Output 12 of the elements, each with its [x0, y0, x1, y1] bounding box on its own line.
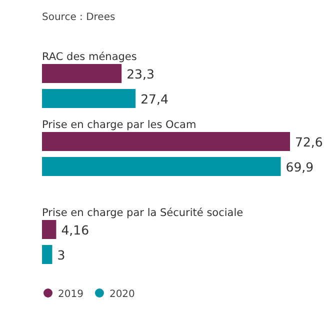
y-tick-label: Prise en charge par les Ocam [42, 119, 196, 131]
y-tick-label: RAC des ménages [42, 51, 137, 63]
source-note: Source : Drees [42, 12, 116, 23]
legend-label: 2020 [109, 289, 135, 300]
data-label: 72,6 [295, 134, 323, 150]
data-label: 27,4 [140, 92, 168, 106]
y-tick-label: Prise en charge par la Sécurité sociale [42, 207, 244, 219]
legend-label: 2019 [58, 289, 84, 300]
data-label: 3 [57, 248, 66, 262]
data-label: 23,3 [126, 66, 154, 82]
data-label: 69,9 [286, 160, 314, 174]
data-label: 4,16 [61, 222, 90, 238]
